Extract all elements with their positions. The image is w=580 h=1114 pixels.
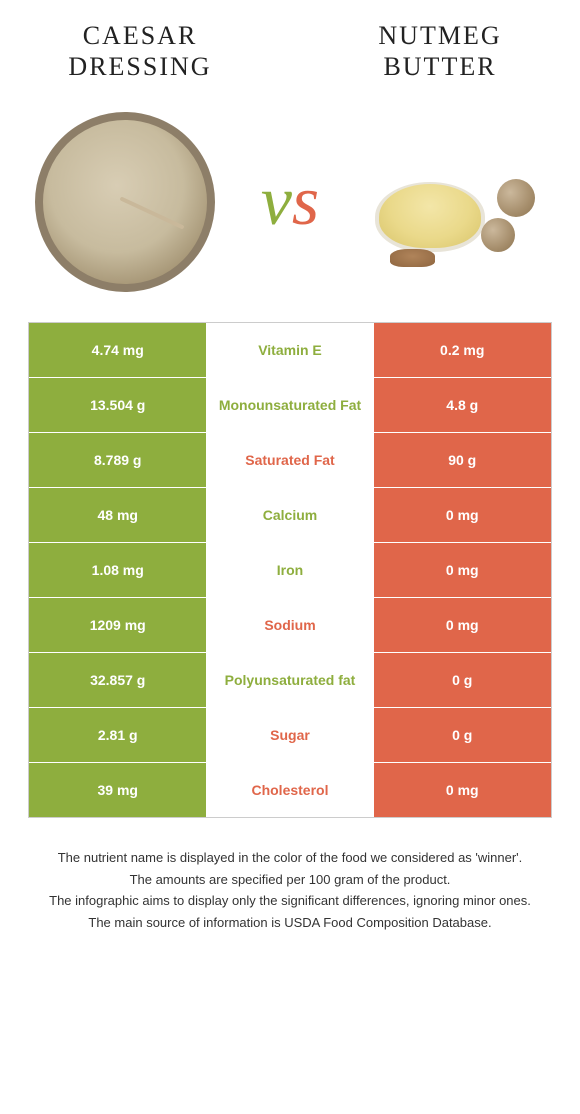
infographic-container: Caesar dressing Nutmeg butter vs 4.74 mg… — [0, 0, 580, 1114]
footer-notes: The nutrient name is displayed in the co… — [0, 818, 580, 954]
nutrient-label: Calcium — [206, 488, 373, 542]
food-left-title: Caesar dressing — [40, 20, 240, 82]
nutmeg-butter-icon — [365, 132, 545, 272]
value-right: 90 g — [374, 433, 551, 487]
table-row: 48 mgCalcium0 mg — [29, 488, 551, 543]
food-right-image — [360, 107, 550, 297]
value-left: 8.789 g — [29, 433, 206, 487]
images-row: vs — [0, 92, 580, 322]
value-right: 0 mg — [374, 543, 551, 597]
value-right: 0.2 mg — [374, 323, 551, 377]
value-left: 4.74 mg — [29, 323, 206, 377]
nutrient-label: Sodium — [206, 598, 373, 652]
value-right: 0 g — [374, 708, 551, 762]
value-left: 13.504 g — [29, 378, 206, 432]
nutrient-label: Vitamin E — [206, 323, 373, 377]
value-left: 39 mg — [29, 763, 206, 817]
nutrient-label: Monounsaturated Fat — [206, 378, 373, 432]
table-row: 32.857 gPolyunsaturated fat0 g — [29, 653, 551, 708]
footer-line: The infographic aims to display only the… — [20, 891, 560, 911]
vs-label: vs — [261, 162, 319, 242]
value-right: 4.8 g — [374, 378, 551, 432]
nutrient-label: Cholesterol — [206, 763, 373, 817]
nutrient-label: Polyunsaturated fat — [206, 653, 373, 707]
table-row: 1.08 mgIron0 mg — [29, 543, 551, 598]
value-left: 1209 mg — [29, 598, 206, 652]
table-row: 4.74 mgVitamin E0.2 mg — [29, 323, 551, 378]
table-row: 8.789 gSaturated Fat90 g — [29, 433, 551, 488]
value-left: 1.08 mg — [29, 543, 206, 597]
value-left: 32.857 g — [29, 653, 206, 707]
food-left-image — [30, 107, 220, 297]
value-right: 0 g — [374, 653, 551, 707]
nutrient-label: Iron — [206, 543, 373, 597]
table-row: 39 mgCholesterol0 mg — [29, 763, 551, 817]
footer-line: The main source of information is USDA F… — [20, 913, 560, 933]
header-row: Caesar dressing Nutmeg butter — [0, 0, 580, 92]
nutrient-label: Saturated Fat — [206, 433, 373, 487]
nutrient-label: Sugar — [206, 708, 373, 762]
table-row: 13.504 gMonounsaturated Fat4.8 g — [29, 378, 551, 433]
table-row: 2.81 gSugar0 g — [29, 708, 551, 763]
value-right: 0 mg — [374, 598, 551, 652]
food-right-title: Nutmeg butter — [340, 20, 540, 82]
table-row: 1209 mgSodium0 mg — [29, 598, 551, 653]
value-right: 0 mg — [374, 488, 551, 542]
value-right: 0 mg — [374, 763, 551, 817]
footer-line: The amounts are specified per 100 gram o… — [20, 870, 560, 890]
footer-line: The nutrient name is displayed in the co… — [20, 848, 560, 868]
value-left: 2.81 g — [29, 708, 206, 762]
caesar-bowl-icon — [35, 112, 215, 292]
value-left: 48 mg — [29, 488, 206, 542]
comparison-table: 4.74 mgVitamin E0.2 mg13.504 gMonounsatu… — [28, 322, 552, 818]
